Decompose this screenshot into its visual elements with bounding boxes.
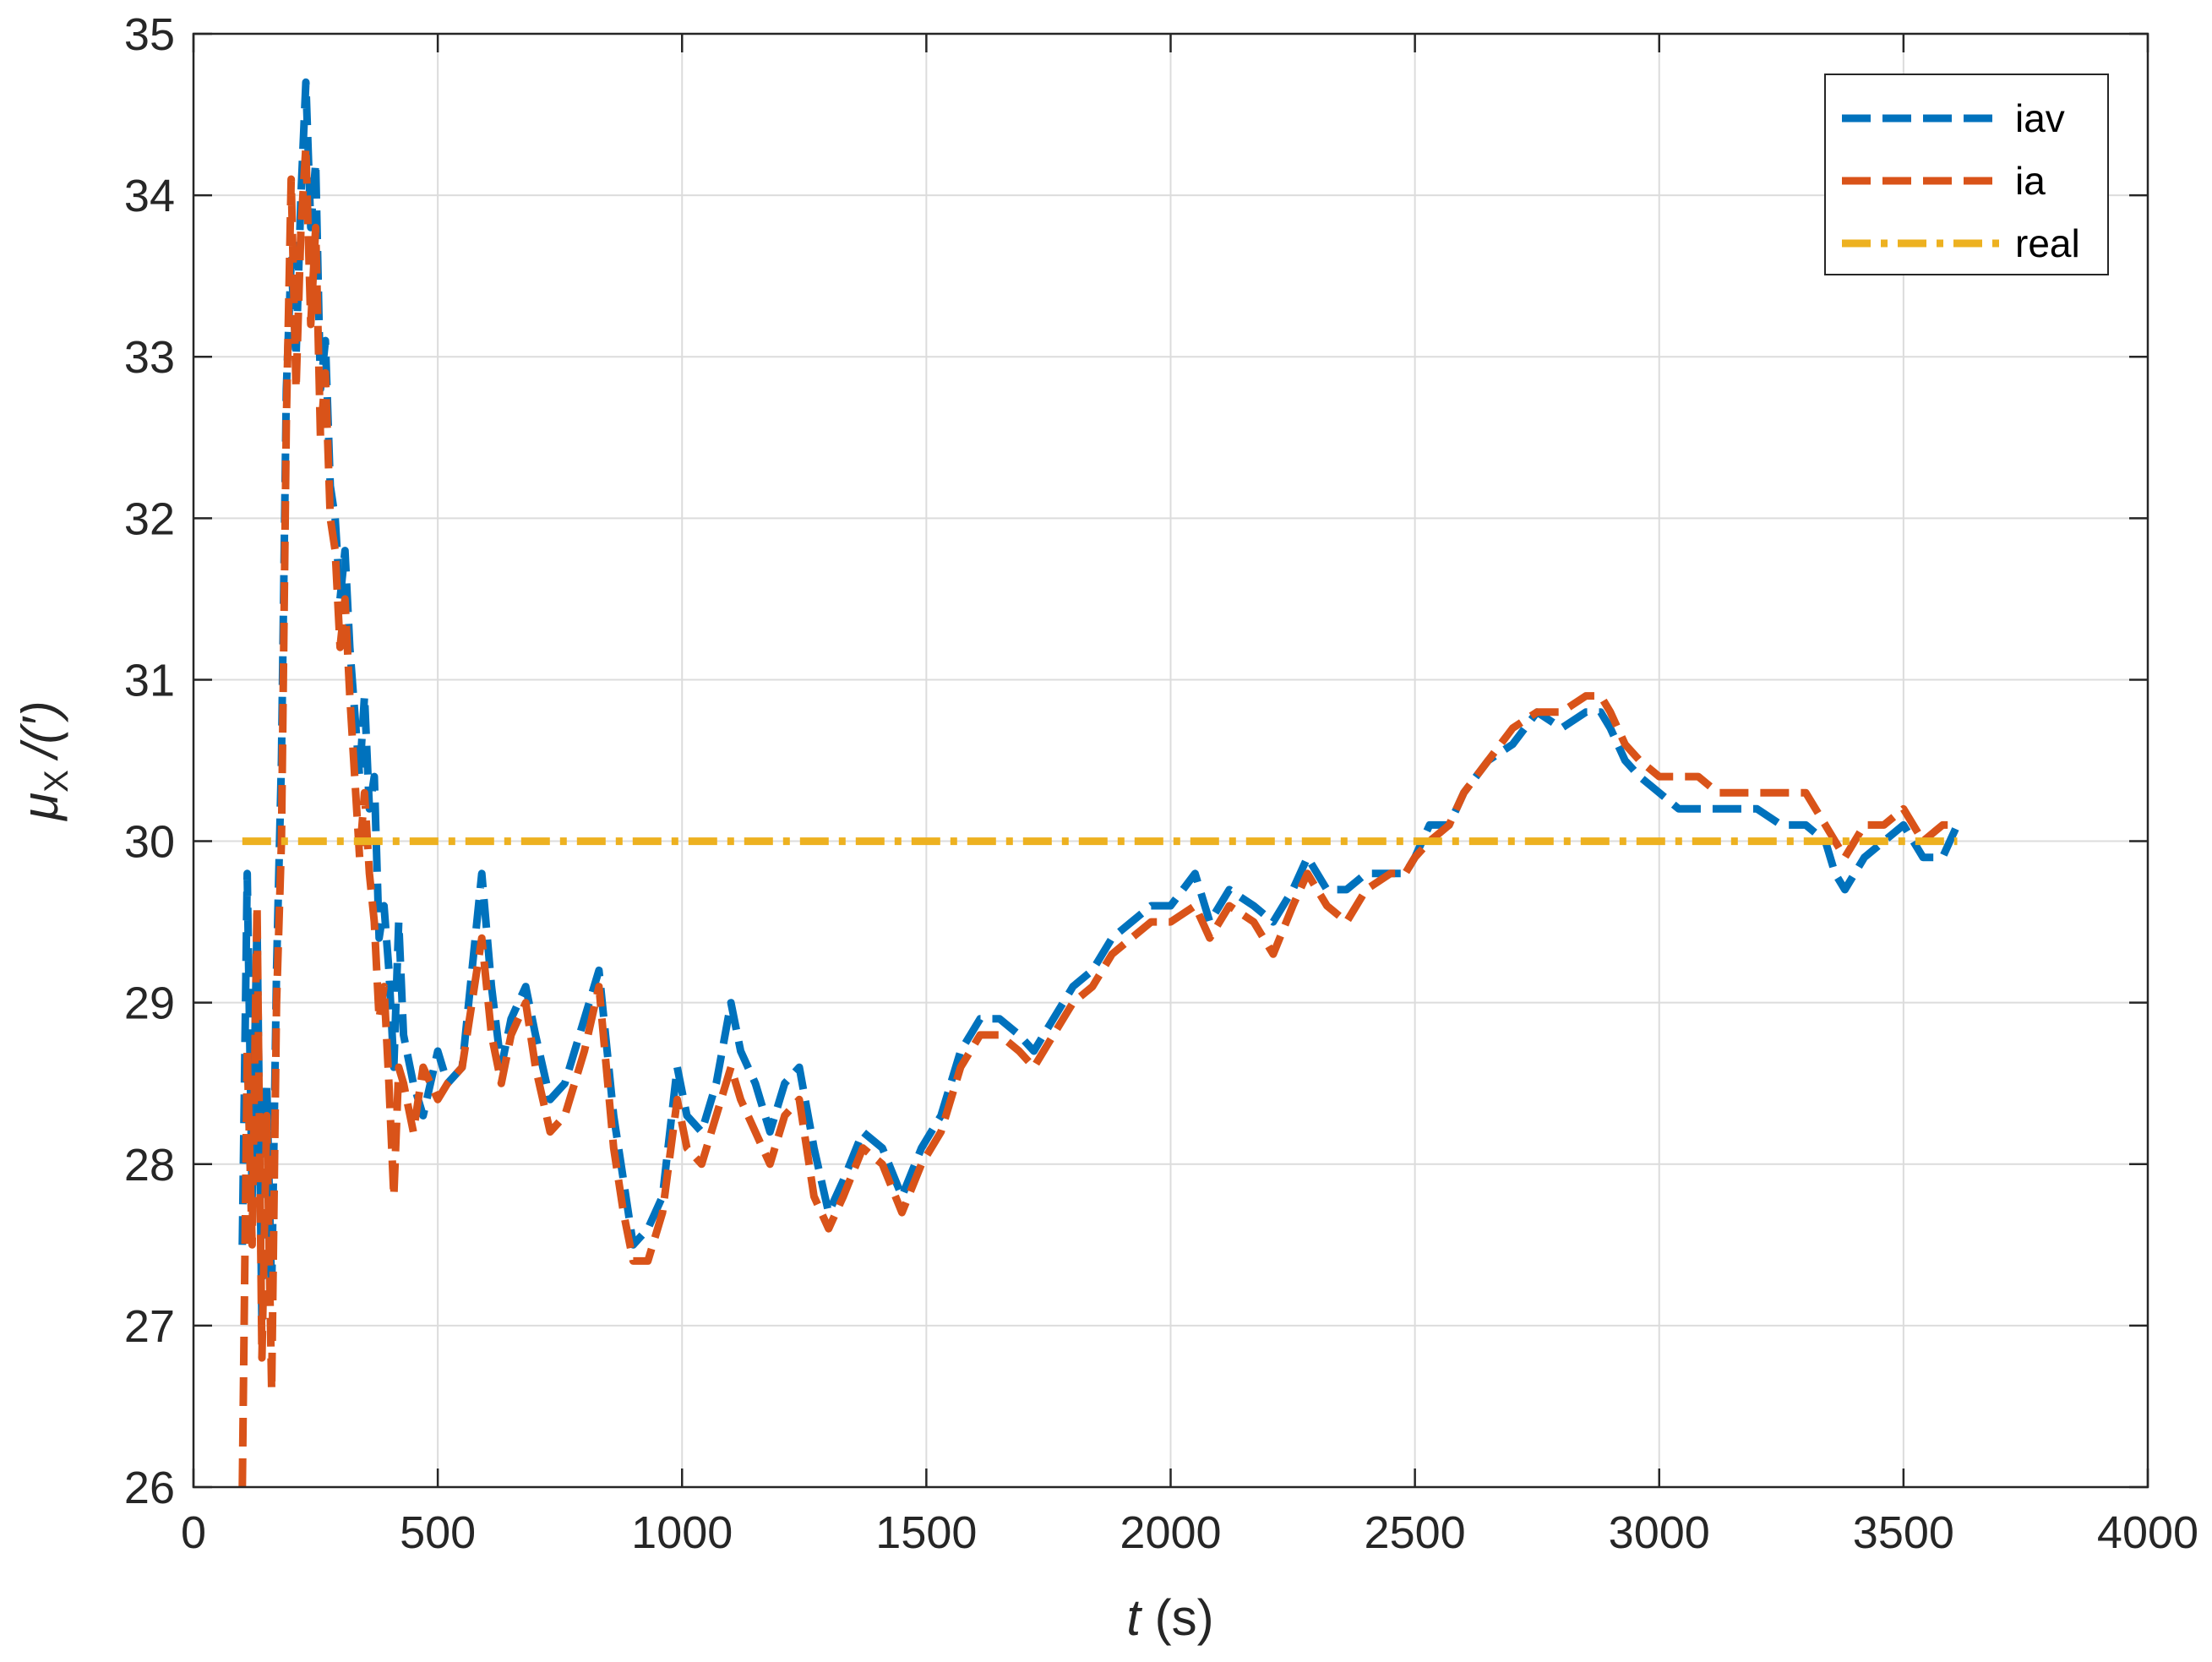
- y-tick-label: 33: [124, 332, 175, 383]
- legend-label-real: real: [2015, 221, 2080, 265]
- y-tick-label: 29: [124, 978, 175, 1029]
- x-tick-label: 1000: [631, 1507, 733, 1558]
- x-tick-label: 4000: [2097, 1507, 2198, 1558]
- x-tick-label: 0: [181, 1507, 206, 1558]
- x-axis-label-italic: t: [1126, 1589, 1142, 1646]
- x-tick-label: 2000: [1120, 1507, 1221, 1558]
- legend-entries: iav ia real: [1842, 96, 2080, 265]
- tick-labels: 0 500 1000 1500 2000 2500 3000 3500 4000 26 27 28 29…: [124, 9, 2198, 1558]
- series-line-iav: [238, 78, 1961, 1330]
- y-axis-label-unit: /(′): [12, 700, 68, 761]
- y-tick-label: 28: [124, 1140, 175, 1191]
- series-line-ia: [238, 143, 1958, 1488]
- y-tick-label: 35: [124, 9, 175, 60]
- y-tick-label: 31: [124, 655, 175, 706]
- y-axis-label-subscript: X: [38, 770, 75, 793]
- legend-label-iav: iav: [2015, 96, 2065, 140]
- x-tick-label: 2500: [1365, 1507, 1466, 1558]
- legend-label-ia: ia: [2015, 159, 2046, 203]
- x-axis-label: t (s): [1126, 1589, 1213, 1646]
- x-tick-label: 500: [400, 1507, 476, 1558]
- x-axis-label-unit: (s): [1141, 1589, 1214, 1646]
- y-tick-label: 30: [124, 817, 175, 868]
- y-tick-label: 34: [124, 171, 175, 221]
- y-tick-label: 27: [124, 1301, 175, 1352]
- x-tick-label: 3000: [1609, 1507, 1710, 1558]
- x-tick-label: 3500: [1853, 1507, 1954, 1558]
- y-axis-label-symbol: μ: [12, 793, 68, 822]
- y-tick-label: 26: [124, 1463, 175, 1513]
- y-tick-label: 32: [124, 493, 175, 544]
- series-lines: [238, 78, 1961, 1488]
- y-axis-label: μX /(′): [12, 700, 75, 821]
- x-tick-label: 1500: [875, 1507, 977, 1558]
- legend: iav ia real: [1824, 74, 2109, 275]
- axis-ticks: [192, 32, 2149, 1489]
